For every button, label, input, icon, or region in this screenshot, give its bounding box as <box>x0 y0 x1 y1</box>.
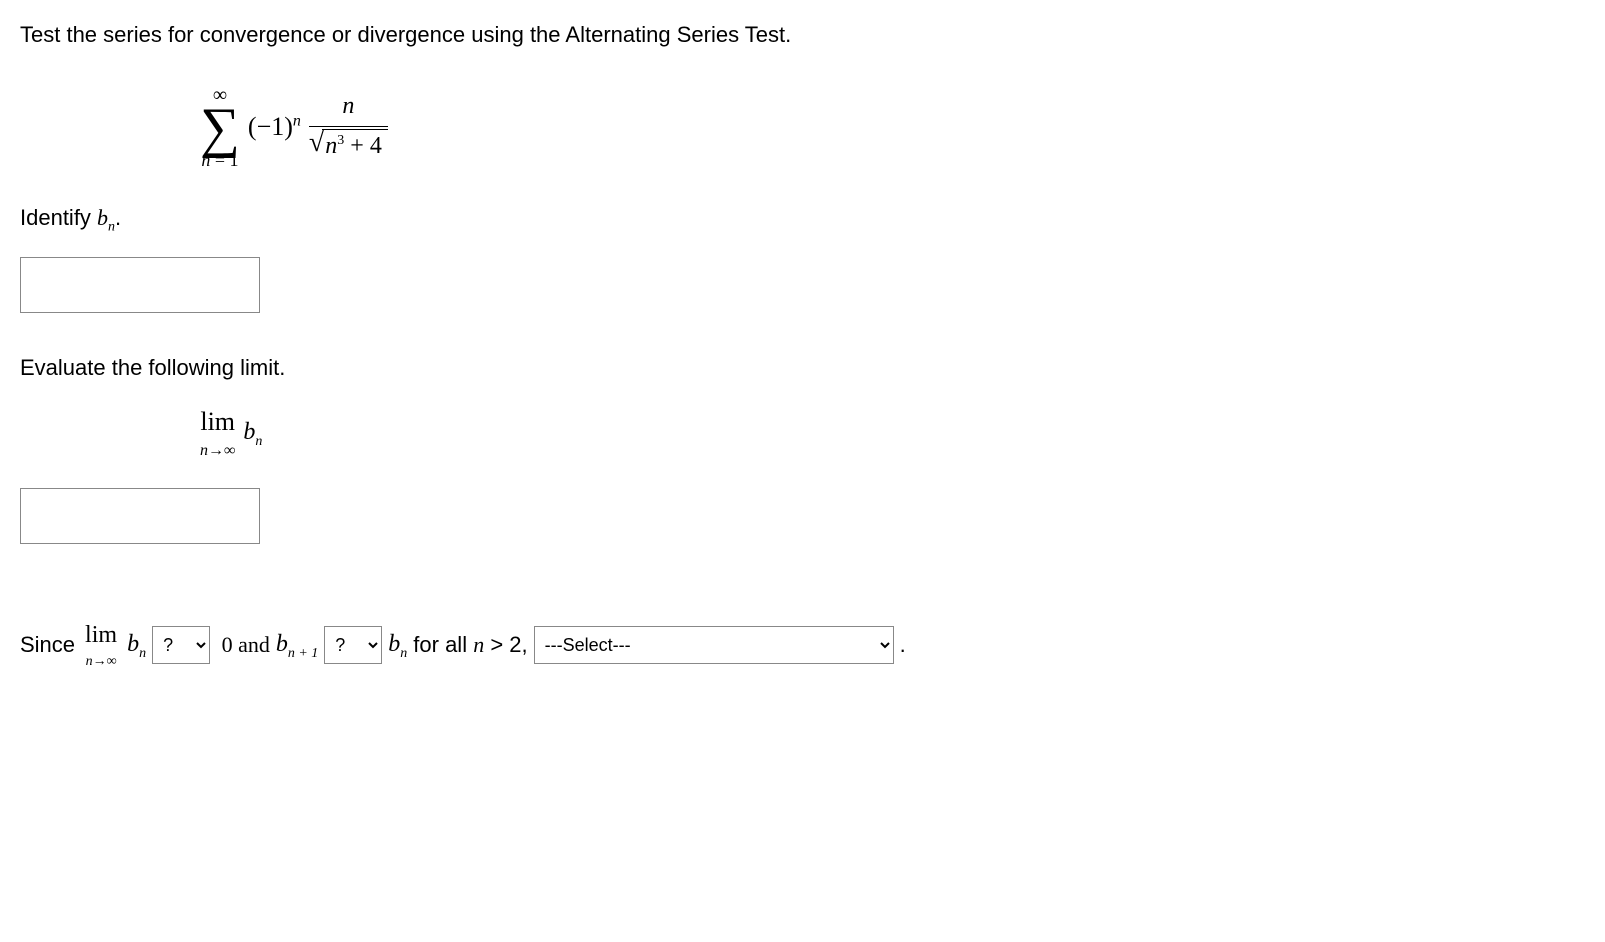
identify-bn-input[interactable] <box>20 257 260 313</box>
evaluate-limit-input[interactable] <box>20 488 260 544</box>
relation-dropdown-2[interactable]: ? <box>324 626 382 664</box>
n-var: n <box>473 632 484 657</box>
question-prompt: Test the series for convergence or diver… <box>20 20 1585 51</box>
sqrt-plus: + 4 <box>344 133 382 159</box>
gt2: > 2, <box>484 632 527 657</box>
neg1-exp: n <box>293 112 301 129</box>
fraction-numerator: n <box>334 90 362 124</box>
lim-sub: n→∞ <box>200 440 235 462</box>
for-all-text: for all n > 2, <box>413 630 527 661</box>
neg1-base: (−1) <box>248 112 293 141</box>
identify-b: b <box>97 205 108 230</box>
fraction: n √ n3 + 4 <box>309 90 388 163</box>
identify-bn: bn <box>97 205 115 230</box>
for-all: for all <box>413 632 473 657</box>
series-term: (−1)n n √ n3 + 4 <box>248 90 388 163</box>
lim-bn: bn <box>243 416 262 451</box>
sigma-symbol: ∑ <box>200 109 240 148</box>
fraction-denominator: √ n3 + 4 <box>309 129 388 164</box>
identify-pre: Identify <box>20 205 97 230</box>
sqrt-expression: √ n3 + 4 <box>309 129 388 164</box>
conclusion-lim-sub: n→∞ <box>86 652 117 672</box>
conclusion-b3: b <box>388 631 400 657</box>
evaluate-label: Evaluate the following limit. <box>20 353 1585 384</box>
identify-label: Identify bn. <box>20 203 1585 237</box>
limit-expression: lim n→∞ bn <box>200 404 1585 463</box>
conclusion-bn3: bn <box>388 628 407 663</box>
sqrt-content: n3 + 4 <box>322 129 388 164</box>
sigma-lower-eq: = 1 <box>210 150 238 170</box>
lim-b: b <box>243 419 255 445</box>
conclusion-n1: n <box>139 645 146 660</box>
lim-stack: lim n→∞ <box>200 404 235 463</box>
conclusion-b1: b <box>127 631 139 657</box>
identify-n: n <box>108 220 115 235</box>
conclusion-lim-text: lim <box>85 619 117 653</box>
conclusion-n3: n <box>400 645 407 660</box>
conclusion-bn1: bn <box>127 628 146 663</box>
conclusion-bn2: bn + 1 <box>276 628 318 663</box>
series-formula: ∞ ∑ n = 1 (−1)n n √ n3 + 4 <box>200 81 1585 173</box>
sqrt-var: n <box>325 133 337 159</box>
sigma-lower: n = 1 <box>201 148 238 173</box>
relation-dropdown-1[interactable]: ? <box>152 626 210 664</box>
conclusion-lim: lim n→∞ <box>85 619 117 672</box>
sigma-notation: ∞ ∑ n = 1 <box>200 81 240 173</box>
neg1-power: (−1)n <box>248 109 301 145</box>
lim-text: lim <box>200 404 235 440</box>
conclusion-sub2: n + 1 <box>288 645 318 660</box>
zero-and-text: 0 and <box>216 630 270 661</box>
lim-n: n <box>255 433 262 448</box>
conclusion-b2: b <box>276 631 288 657</box>
identify-post: . <box>115 205 121 230</box>
period: . <box>900 630 906 661</box>
since-text: Since <box>20 630 75 661</box>
conclusion-row: Since lim n→∞ bn ? 0 and bn + 1 ? bn for… <box>20 619 1585 672</box>
conclusion-dropdown[interactable]: ---Select--- <box>534 626 894 664</box>
